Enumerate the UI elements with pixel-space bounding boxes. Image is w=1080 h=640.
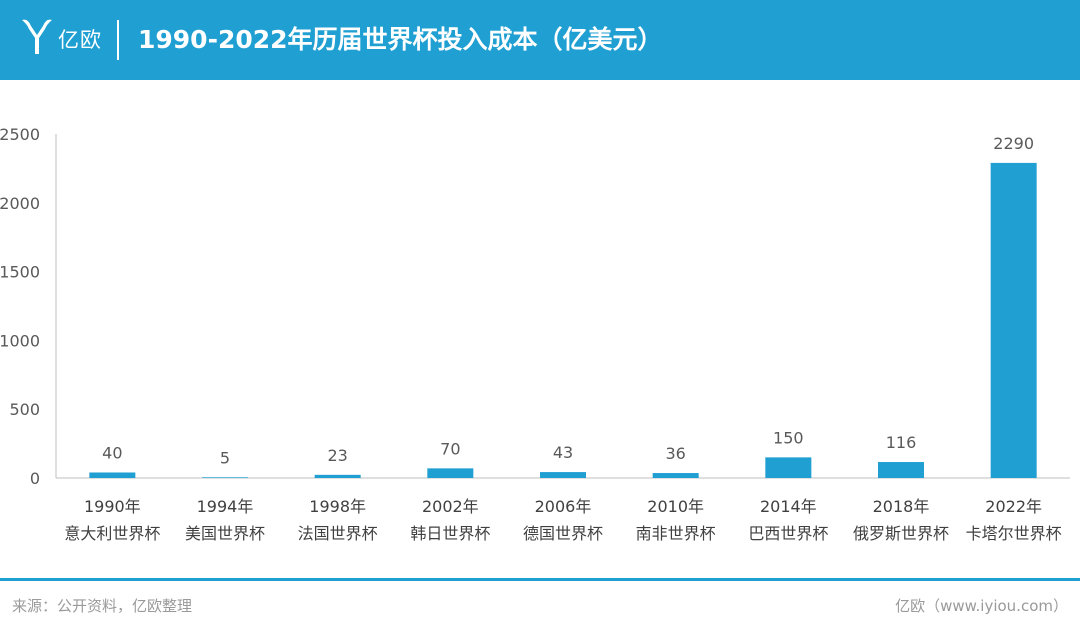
x-tick-label: 俄罗斯世界杯 bbox=[853, 524, 949, 543]
bar bbox=[315, 475, 361, 478]
data-label: 116 bbox=[886, 433, 917, 452]
data-label: 40 bbox=[102, 443, 122, 462]
data-label: 70 bbox=[440, 439, 460, 458]
x-tick-label: 2002年 bbox=[422, 497, 479, 516]
y-tick-label: 500 bbox=[9, 400, 40, 419]
x-tick-label: 2006年 bbox=[535, 497, 592, 516]
x-tick-label: 2014年 bbox=[760, 497, 817, 516]
data-label: 150 bbox=[773, 428, 804, 447]
x-tick-label: 巴西世界杯 bbox=[748, 524, 828, 543]
data-label: 43 bbox=[553, 443, 573, 462]
x-tick-label: 法国世界杯 bbox=[298, 524, 378, 543]
iyiou-logo-icon bbox=[20, 16, 54, 56]
bar bbox=[540, 472, 586, 478]
y-tick-label: 1500 bbox=[0, 263, 40, 282]
header-banner: 亿欧 1990-2022年历届世界杯投入成本（亿美元） bbox=[0, 0, 1080, 80]
bar bbox=[878, 462, 924, 478]
bar bbox=[89, 472, 135, 478]
bar bbox=[991, 163, 1037, 478]
data-label: 36 bbox=[665, 444, 685, 463]
bar bbox=[427, 468, 473, 478]
x-tick-label: 卡塔尔世界杯 bbox=[966, 524, 1062, 543]
x-tick-label: 韩日世界杯 bbox=[410, 524, 490, 543]
footer-divider bbox=[0, 578, 1080, 581]
y-tick-label: 0 bbox=[30, 469, 40, 488]
source-note: 来源：公开资料，亿欧整理 bbox=[12, 596, 192, 616]
x-tick-label: 南非世界杯 bbox=[636, 524, 716, 543]
bar bbox=[653, 473, 699, 478]
bar bbox=[202, 477, 248, 478]
x-tick-label: 2018年 bbox=[873, 497, 930, 516]
y-tick-label: 2000 bbox=[0, 194, 40, 213]
brand-name: 亿欧 bbox=[58, 26, 102, 54]
y-tick-label: 1000 bbox=[0, 331, 40, 350]
x-tick-label: 2010年 bbox=[647, 497, 704, 516]
x-tick-label: 1990年 bbox=[84, 497, 141, 516]
header-divider bbox=[117, 20, 119, 60]
site-credit: 亿欧（www.iyiou.com） bbox=[895, 596, 1068, 616]
x-tick-label: 美国世界杯 bbox=[185, 524, 265, 543]
y-tick-label: 2500 bbox=[0, 125, 40, 144]
bar bbox=[765, 457, 811, 478]
x-tick-label: 2022年 bbox=[985, 497, 1042, 516]
data-label: 23 bbox=[327, 446, 347, 465]
data-label: 2290 bbox=[993, 134, 1034, 153]
data-label: 5 bbox=[220, 448, 230, 467]
x-tick-label: 意大利世界杯 bbox=[64, 524, 160, 543]
x-tick-label: 1994年 bbox=[197, 497, 254, 516]
x-tick-label: 德国世界杯 bbox=[523, 524, 603, 543]
x-tick-label: 1998年 bbox=[309, 497, 366, 516]
page-title: 1990-2022年历届世界杯投入成本（亿美元） bbox=[138, 22, 663, 58]
